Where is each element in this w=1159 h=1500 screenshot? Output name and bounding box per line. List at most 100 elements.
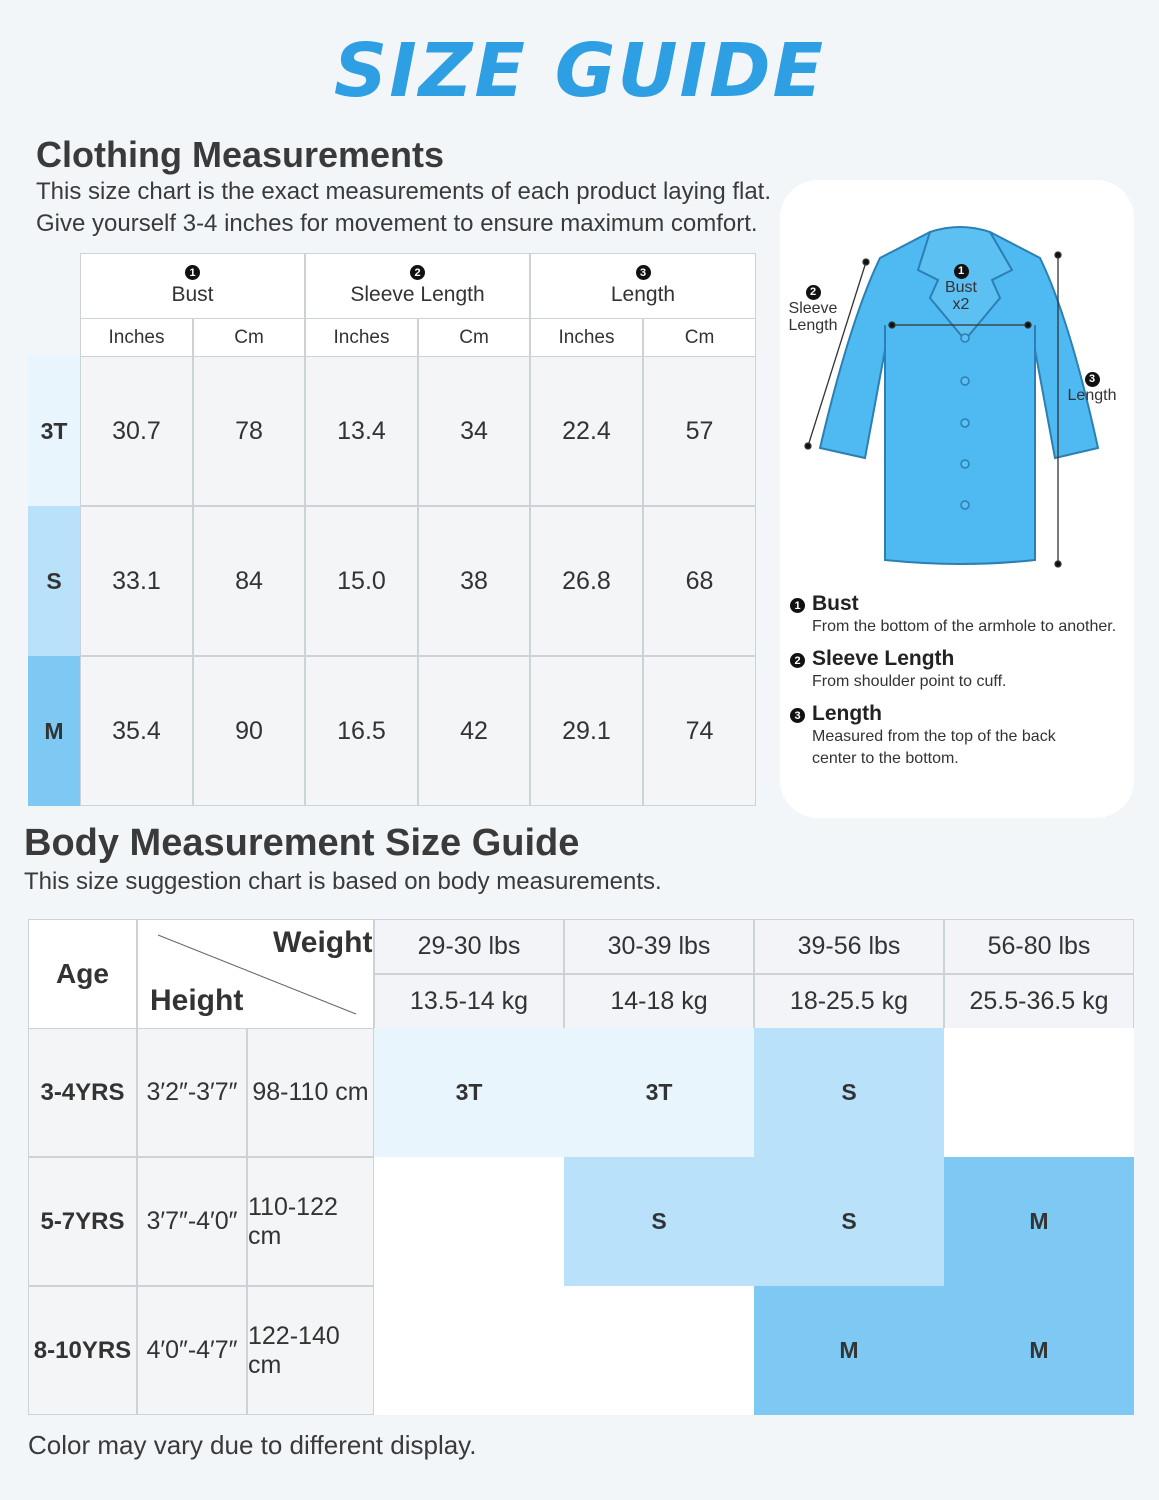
weight-kg: 14-18 kg [564, 974, 754, 1029]
label-text: Length [1067, 387, 1117, 404]
measurement: 15.0 [305, 506, 418, 656]
size-label: 3T [28, 356, 80, 506]
diagram-label: 2 Sleeve Length [773, 285, 853, 334]
size-label: S [28, 506, 80, 656]
measurement: 42 [418, 656, 530, 806]
measurement: 38 [418, 506, 530, 656]
measurement: 13.4 [305, 356, 418, 506]
measurement: 22.4 [530, 356, 643, 506]
height-cm: 98-110 cm [247, 1028, 374, 1157]
measurement: 29.1 [530, 656, 643, 806]
height-cm: 110-122 cm [247, 1157, 374, 1286]
weight-kg: 18-25.5 kg [754, 974, 944, 1029]
legend-name: Sleeve Length [812, 647, 955, 670]
height-cm: 122-140 cm [247, 1286, 374, 1415]
unit-header: Inches [305, 318, 418, 357]
size-cell: M [944, 1286, 1134, 1415]
weight-lbs: 56-80 lbs [944, 919, 1134, 974]
page-title: SIZE GUIDE [333, 28, 826, 114]
label-text: x2 [952, 296, 970, 313]
size-cell [944, 1028, 1134, 1157]
measurement: 74 [643, 656, 756, 806]
weight-kg: 13.5-14 kg [374, 974, 564, 1029]
age: 3-4YRS [28, 1028, 137, 1157]
size-cell: M [754, 1286, 944, 1415]
unit-header: Cm [418, 318, 530, 357]
diagram-label: 3 Length [1052, 372, 1132, 404]
size-cell: S [564, 1157, 754, 1286]
size-cell: 3T [564, 1028, 754, 1157]
height-ft: 3′2″-3′7″ [137, 1028, 247, 1157]
diagonal [157, 934, 357, 1015]
unit-header: Cm [193, 318, 305, 357]
legend-description: Measured from the top of the back [812, 728, 1056, 745]
collar [916, 226, 1014, 342]
size-cell: S [754, 1028, 944, 1157]
section-heading: Clothing Measurements [36, 134, 445, 175]
circle-number: 1 [185, 265, 200, 280]
weight-height-header: Weight Height [137, 919, 374, 1029]
unit-header: Cm [643, 318, 756, 357]
measurement: 84 [193, 506, 305, 656]
measure-lines [804, 251, 1062, 568]
seam [884, 325, 1036, 350]
unit-header: Inches [530, 318, 643, 357]
weight-header: Weight [273, 926, 373, 959]
weight-lbs: 39-56 lbs [754, 919, 944, 974]
group-label: Sleeve Length [350, 283, 485, 306]
measurement: 26.8 [530, 506, 643, 656]
measurement: 16.5 [305, 656, 418, 806]
circle-number: 3 [635, 265, 651, 280]
height-ft: 4′0″-4′7″ [137, 1286, 247, 1415]
buttons [960, 333, 970, 510]
group-header: 2 Sleeve Length [305, 253, 530, 319]
unit-header: Inches [80, 318, 193, 357]
weight-lbs: 29-30 lbs [374, 919, 564, 974]
legend-number: 1 [790, 598, 805, 613]
circle-number: 2 [805, 285, 821, 300]
coat-diagram [804, 226, 1100, 568]
size-label: M [28, 656, 80, 806]
description-line: Give yourself 3-4 inches for movement to… [36, 210, 758, 237]
circle-number: 2 [410, 265, 425, 280]
measurement: 57 [643, 356, 756, 506]
legend-description: center to the bottom. [812, 750, 959, 767]
legend-description: From the bottom of the armhole to anothe… [812, 618, 1117, 635]
section-heading: Body Measurement Size Guide [24, 822, 580, 864]
label-text: Length [788, 317, 838, 334]
circle-number: 1 [953, 264, 969, 279]
age: 5-7YRS [28, 1157, 137, 1286]
size-cell: 3T [374, 1028, 564, 1157]
group-header: 3 Length [530, 253, 756, 319]
legend-name: Length [812, 702, 882, 725]
legend-description: From shoulder point to cuff. [812, 673, 1007, 690]
height-header: Height [150, 984, 244, 1017]
size-cell [374, 1157, 564, 1286]
label-text: Bust [944, 279, 977, 296]
group-label: Length [610, 283, 676, 306]
measurement: 30.7 [80, 356, 193, 506]
size-cell [374, 1286, 564, 1415]
footer-note: Color may vary due to different display. [28, 1430, 477, 1460]
description: This size suggestion chart is based on b… [24, 868, 662, 895]
measurement: 78 [193, 356, 305, 506]
description-line: This size chart is the exact measurement… [36, 178, 772, 205]
weight-lbs: 30-39 lbs [564, 919, 754, 974]
diagram-panel: 1 Bust x2 2 Sleeve Length 3 Length 1 Bust From th… [780, 180, 1134, 818]
measurement: 90 [193, 656, 305, 806]
legend-number: 2 [790, 653, 805, 668]
measurement: 33.1 [80, 506, 193, 656]
measurement: 68 [643, 506, 756, 656]
legend-name: Bust [812, 592, 859, 615]
measurement: 34 [418, 356, 530, 506]
weight-kg: 25.5-36.5 kg [944, 974, 1134, 1029]
age: 8-10YRS [28, 1286, 137, 1415]
size-cell: M [944, 1157, 1134, 1286]
coat [818, 231, 1100, 565]
group-label: Bust [171, 283, 214, 306]
label-text: Sleeve [788, 300, 838, 317]
diagram-label: 1 Bust x2 [921, 264, 1001, 313]
measurement: 35.4 [80, 656, 193, 806]
size-cell [564, 1286, 754, 1415]
